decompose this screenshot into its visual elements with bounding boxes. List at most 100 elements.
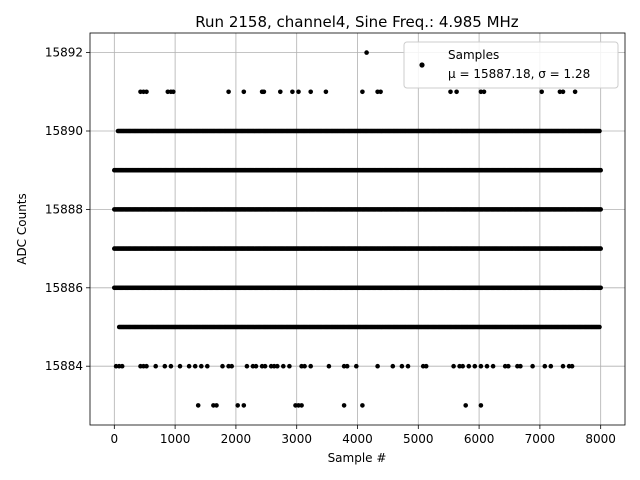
- data-point: [241, 89, 247, 95]
- data-point: [171, 89, 176, 95]
- data-point: [481, 89, 487, 95]
- data-point: [478, 403, 484, 408]
- data-point: [375, 363, 380, 369]
- data-point: [214, 403, 219, 408]
- data-point: [490, 363, 496, 369]
- x-axis-ticks: 0 1000 2000 3000 4000 5000 6000 7000 8000: [110, 425, 616, 446]
- data-point: [597, 128, 602, 134]
- x-tick-label: 0: [110, 432, 118, 446]
- data-point: [572, 89, 578, 95]
- data-point: [235, 403, 240, 408]
- data-points: [112, 50, 603, 408]
- data-point: [597, 324, 602, 330]
- y-axis-label: ADC Counts: [15, 193, 29, 265]
- data-point: [560, 363, 566, 369]
- x-tick-label: 1000: [160, 432, 191, 446]
- data-point: [448, 89, 453, 95]
- data-point: [460, 363, 466, 369]
- data-point: [144, 89, 149, 95]
- data-point: [253, 363, 259, 369]
- y-tick-label: 15888: [45, 202, 83, 216]
- legend-series-name: Samples: [448, 48, 499, 62]
- data-point: [162, 363, 168, 369]
- data-point: [360, 403, 365, 408]
- x-tick-label: 7000: [525, 432, 556, 446]
- data-point: [506, 363, 511, 369]
- data-point: [144, 363, 149, 369]
- data-point: [241, 403, 247, 408]
- data-point: [229, 363, 234, 369]
- data-point: [168, 363, 174, 369]
- data-point: [539, 89, 544, 95]
- data-point: [275, 363, 280, 369]
- data-point: [399, 363, 405, 369]
- x-tick-label: 6000: [464, 432, 495, 446]
- data-point: [405, 363, 411, 369]
- data-point: [290, 89, 295, 95]
- data-point: [354, 363, 359, 369]
- data-point: [466, 363, 472, 369]
- data-point: [390, 363, 396, 369]
- data-point: [296, 89, 301, 95]
- data-point: [542, 363, 548, 369]
- data-point: [360, 89, 365, 95]
- data-point: [530, 363, 535, 369]
- data-point: [560, 89, 566, 95]
- data-point: [451, 363, 456, 369]
- data-point: [484, 363, 490, 369]
- data-point: [153, 363, 158, 369]
- data-point: [598, 246, 603, 251]
- data-point: [472, 363, 478, 369]
- data-point: [341, 403, 347, 408]
- data-point: [278, 89, 283, 95]
- legend: Samples μ = 15887.18, σ = 1.28: [403, 41, 619, 89]
- x-tick-label: 2000: [221, 432, 252, 446]
- data-point: [177, 363, 183, 369]
- data-point: [244, 363, 250, 369]
- chart-title: Run 2158, channel4, Sine Freq.: 4.985 MH…: [195, 13, 519, 31]
- data-point: [205, 363, 210, 369]
- data-point: [326, 363, 332, 369]
- data-point: [287, 363, 292, 369]
- data-point: [119, 363, 125, 369]
- x-tick-label: 8000: [585, 432, 616, 446]
- data-point: [478, 363, 484, 369]
- data-point: [548, 363, 554, 369]
- y-tick-label: 15890: [45, 124, 83, 138]
- data-point: [262, 363, 268, 369]
- data-point: [378, 89, 383, 95]
- data-point: [220, 363, 225, 369]
- data-point: [299, 403, 304, 408]
- data-point: [364, 50, 369, 55]
- data-point: [281, 363, 286, 369]
- y-tick-label: 15892: [45, 46, 83, 60]
- data-point: [344, 363, 350, 369]
- legend-stats: μ = 15887.18, σ = 1.28: [448, 67, 590, 81]
- data-point: [463, 403, 469, 408]
- data-point: [199, 363, 204, 369]
- data-point: [302, 363, 307, 369]
- data-point: [308, 89, 314, 95]
- data-point: [598, 285, 603, 291]
- data-point: [454, 89, 459, 95]
- data-point: [192, 363, 198, 369]
- data-point: [261, 89, 267, 95]
- data-point: [518, 363, 523, 369]
- x-axis-label: Sample #: [328, 451, 387, 465]
- y-tick-label: 15884: [45, 359, 83, 373]
- x-tick-label: 4000: [342, 432, 373, 446]
- data-point: [308, 363, 314, 369]
- legend-box: [403, 41, 619, 89]
- data-point: [195, 403, 201, 408]
- x-tick-label: 5000: [403, 432, 434, 446]
- y-axis-ticks: 15884 15886 15888 15890 15892: [45, 46, 90, 373]
- data-point: [186, 363, 192, 369]
- x-tick-label: 3000: [281, 432, 312, 446]
- y-tick-label: 15886: [45, 281, 83, 295]
- data-point: [598, 167, 603, 173]
- data-point: [569, 363, 575, 369]
- data-point: [598, 207, 603, 212]
- data-point: [423, 363, 429, 369]
- data-point: [323, 89, 329, 95]
